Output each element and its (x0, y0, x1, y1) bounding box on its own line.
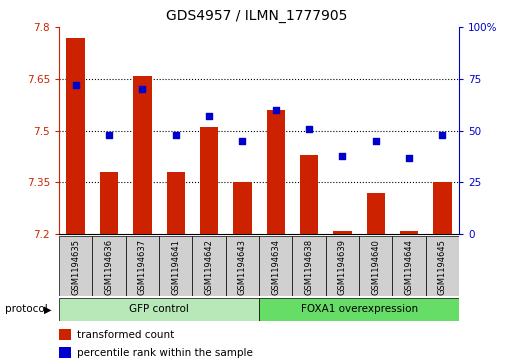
Bar (359, 236, 392, 296)
Bar (259, 298, 459, 321)
Point (405, 155, 413, 160)
Bar (159, 236, 192, 296)
Point (171, 132, 180, 138)
Bar (126, 236, 159, 296)
Bar (367, 193, 385, 234)
Point (371, 138, 380, 144)
Bar (400, 231, 418, 234)
Point (205, 113, 213, 119)
Point (338, 152, 346, 158)
Text: FOXA1 overexpression: FOXA1 overexpression (301, 305, 418, 314)
Text: GSM1194644: GSM1194644 (405, 239, 413, 295)
Bar (59, 347, 71, 358)
Bar (300, 155, 318, 234)
Point (238, 138, 246, 144)
Text: GFP control: GFP control (129, 305, 189, 314)
Bar (267, 110, 285, 234)
Text: GDS4957 / ILMN_1777905: GDS4957 / ILMN_1777905 (166, 9, 347, 23)
Text: transformed count: transformed count (77, 330, 174, 340)
Bar (167, 172, 185, 234)
Point (138, 86, 146, 92)
Text: protocol: protocol (5, 305, 48, 314)
Point (305, 126, 313, 131)
Text: GSM1194639: GSM1194639 (338, 239, 347, 295)
Bar (133, 76, 151, 234)
Text: GSM1194643: GSM1194643 (238, 239, 247, 295)
Bar (192, 236, 226, 296)
Bar (200, 127, 218, 234)
Text: GSM1194635: GSM1194635 (71, 239, 80, 295)
Text: GSM1194645: GSM1194645 (438, 239, 447, 295)
Bar (226, 236, 259, 296)
Text: GSM1194641: GSM1194641 (171, 239, 180, 295)
Bar (333, 231, 351, 234)
Text: GSM1194642: GSM1194642 (205, 239, 213, 295)
Bar (292, 236, 326, 296)
Bar (59, 236, 92, 296)
Bar (426, 236, 459, 296)
Bar (233, 182, 251, 234)
Bar (259, 236, 292, 296)
Bar (433, 182, 451, 234)
Bar (92, 236, 126, 296)
Text: GSM1194634: GSM1194634 (271, 239, 280, 295)
Bar (100, 172, 118, 234)
Text: GSM1194640: GSM1194640 (371, 239, 380, 295)
Bar (326, 236, 359, 296)
Text: GSM1194638: GSM1194638 (305, 239, 313, 295)
Bar (392, 236, 426, 296)
Bar (59, 329, 71, 340)
Text: percentile rank within the sample: percentile rank within the sample (77, 348, 253, 358)
Text: GSM1194636: GSM1194636 (105, 239, 113, 295)
Point (105, 132, 113, 138)
Point (71, 82, 80, 88)
Text: GSM1194637: GSM1194637 (138, 239, 147, 295)
Text: ▶: ▶ (44, 305, 51, 314)
Point (271, 107, 280, 113)
Bar (59, 298, 259, 321)
Bar (67, 37, 85, 234)
Point (438, 132, 446, 138)
